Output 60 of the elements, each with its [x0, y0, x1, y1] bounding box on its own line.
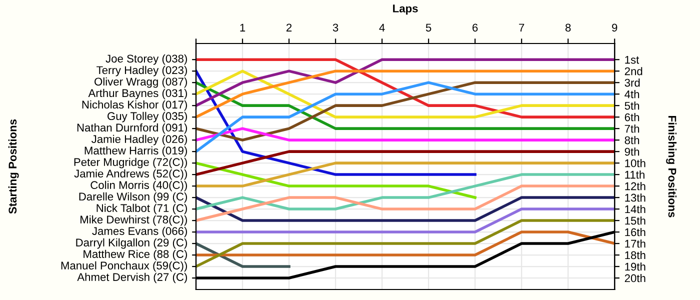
y2-tick-label: 18th: [625, 250, 646, 260]
y2-tick-label: 19th: [625, 262, 646, 271]
text: Ahmet Dervish (27 (C): [77, 272, 187, 284]
y2-tick-label: 7th: [624, 124, 640, 133]
text: Peter Mugridge (72(C)): [74, 158, 187, 168]
y2-tick-label: 16th: [625, 228, 646, 236]
text: Darelle Wilson (99 (C): [79, 192, 187, 203]
y2-tick-label: 6th: [624, 113, 640, 122]
x-tick-label: 3: [332, 24, 338, 32]
text: Nick Talbot (71 (C): [96, 204, 187, 214]
text: Nicholas Kishor (017): [82, 100, 187, 111]
line-series: [196, 58, 615, 107]
y2-tick-label: 10th: [625, 159, 646, 168]
y2-axis-title: Finishing Positions: [666, 116, 676, 218]
y2-tick-label: 8th: [624, 136, 640, 144]
y2-tick-label: 2nd: [624, 67, 642, 76]
line-series: [196, 81, 615, 142]
x-tick-label: 9: [612, 24, 618, 32]
text: Guy Tolley (035): [108, 112, 187, 122]
text: Colin Morris (40(C)): [90, 180, 187, 192]
line-series: [196, 70, 615, 118]
y2-tick-label: 1st: [625, 56, 640, 64]
line-series: [196, 184, 615, 222]
y2-tick-label: 9th: [624, 148, 640, 156]
text: Matthew Harris (019): [84, 146, 187, 157]
y2-tick-label: 20th: [624, 274, 646, 282]
y2-tick-label: 14th: [625, 205, 646, 214]
x-tick-label: 1: [240, 24, 246, 32]
text: Darryl Kilgallon (29 (C): [76, 238, 187, 249]
line-series: [196, 173, 615, 210]
text: Arthur Baynes (031): [88, 88, 187, 100]
text: Starting Positions: [8, 119, 19, 214]
y2-tick-label: 4th: [624, 90, 640, 98]
line-series: [196, 162, 476, 199]
x-tick-label: 4: [379, 24, 385, 32]
x-tick-label: 7: [519, 24, 524, 32]
text: Mike Dewhirst (78(C)): [80, 215, 187, 226]
y2-tick-label: 17th: [625, 239, 646, 248]
text: Matthew Rice (88 (C): [84, 250, 187, 260]
y2-tick-label: 13th: [625, 194, 646, 202]
x-tick-label: 6: [472, 24, 478, 32]
y2-tick-label: 12th: [625, 182, 646, 190]
text: Joe Storey (038): [106, 54, 187, 65]
y2-tick-label: 11th: [625, 170, 644, 179]
text: Nathan Durnford (091): [77, 123, 187, 134]
text: Jamie Andrews (52(C)): [74, 169, 187, 180]
text: Jamie Hadley (026): [92, 134, 187, 146]
x-tick-label: 8: [565, 24, 571, 32]
text: Oliver Wragg (087): [94, 77, 187, 88]
x-axis-title: Laps: [393, 4, 418, 15]
y2-tick-label: 15th: [625, 216, 646, 225]
text: Manuel Ponchaux (59(C)): [61, 261, 187, 272]
line-series: [196, 58, 615, 118]
text: James Evans (066): [92, 226, 187, 238]
text: Terry Hadley (023): [96, 66, 187, 76]
x-tick-label: 5: [426, 24, 432, 32]
line-series: [196, 81, 615, 153]
y2-tick-label: 5th: [624, 102, 640, 110]
y2-tick-label: 3rd: [624, 78, 640, 87]
x-tick-label: 2: [286, 24, 292, 32]
